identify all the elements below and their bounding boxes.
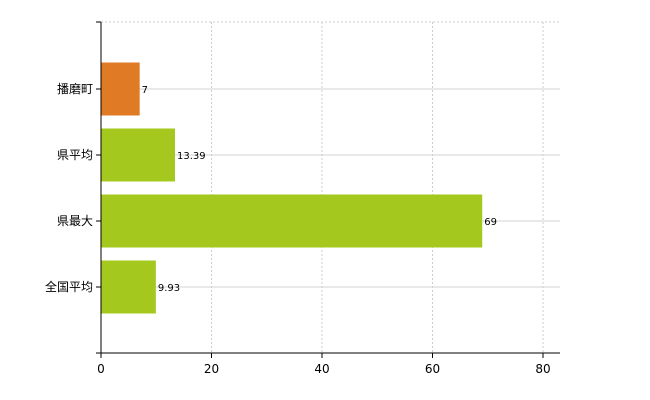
- bars-layer: 7 13.39 69 9.93: [101, 62, 497, 314]
- data-label: 7: [142, 85, 148, 96]
- bar: [101, 260, 156, 314]
- data-label: 13.39: [177, 151, 206, 162]
- category-label: 県平均: [57, 148, 93, 162]
- x-tick-label: 0: [97, 362, 105, 376]
- x-tick-label: 20: [204, 362, 219, 376]
- data-label: 9.93: [158, 283, 180, 294]
- bar: [101, 128, 175, 182]
- category-label: 播磨町: [57, 82, 93, 96]
- x-tick-label: 40: [314, 362, 329, 376]
- category-label: 全国平均: [45, 279, 93, 294]
- category-label: 県最大: [57, 214, 93, 228]
- x-tick-label: 80: [535, 362, 550, 376]
- bar: [101, 194, 483, 248]
- data-label: 69: [484, 217, 497, 228]
- x-tick-label: 60: [425, 362, 440, 376]
- grid-layer: [101, 21, 560, 353]
- bar: [101, 62, 140, 116]
